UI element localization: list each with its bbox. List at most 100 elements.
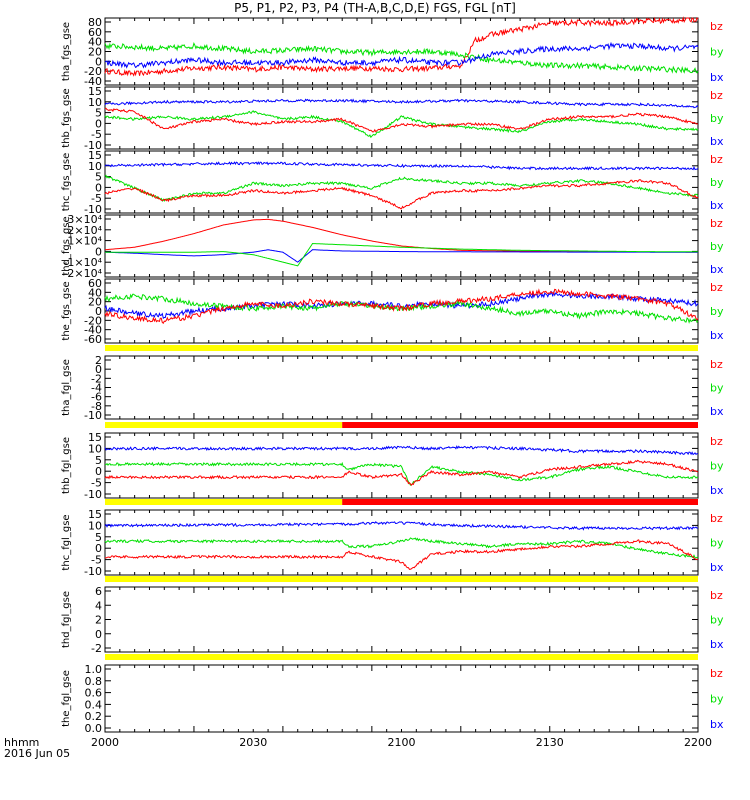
y-tick-label-4-0: 3×10⁴: [67, 213, 102, 226]
y-tick-label-2-0: 15: [88, 85, 102, 98]
y-tick-label-8-0: 15: [88, 508, 102, 521]
y-tick-label-8-4: -5: [91, 554, 102, 567]
y-axis-label-8: thc_fgl_gse: [61, 514, 72, 570]
y-tick-label-1-6: -40: [84, 75, 102, 88]
flag-bar-8-2: [342, 499, 698, 505]
y-tick-label-8-3: 0: [95, 542, 102, 555]
flag-bar-9-1: [105, 576, 698, 582]
y-tick-label-5-0: 60: [88, 277, 102, 290]
series-bx-2-0: [104, 98, 699, 109]
y-tick-label-1-4: 0: [95, 55, 102, 68]
y-tick-label-5-4: -20: [84, 314, 102, 327]
legend-bz-10: bz: [710, 667, 723, 680]
legend-bz-9: bz: [710, 589, 723, 602]
y-tick-label-10-0: 1.0: [85, 663, 103, 676]
y-tick-label-9-0: 6: [95, 585, 102, 598]
y-tick-label-5-6: -60: [84, 333, 102, 346]
y-tick-label-4-2: 1×10⁴: [67, 235, 102, 248]
series-bx-3-0: [104, 161, 699, 171]
y-tick-label-9-3: 0: [95, 628, 102, 641]
legend-bx-10: bx: [710, 718, 724, 731]
series-bz-5-2: [104, 288, 699, 324]
y-tick-label-7-4: -5: [91, 477, 102, 490]
legend-bx-2: bx: [710, 135, 724, 148]
series-bx-7-0: [104, 445, 699, 456]
y-tick-label-3-3: 0: [95, 181, 102, 194]
y-tick-label-10-5: 0.0: [85, 722, 103, 735]
panel-frame-6: [104, 355, 699, 420]
panel-frame-5: [104, 278, 699, 344]
series-bz-1-3: [460, 16, 699, 67]
legend-by-9: by: [710, 614, 724, 627]
legend-bz-8: bz: [710, 512, 723, 525]
y-tick-label-3-2: 5: [95, 171, 102, 184]
series-by-7-1: [104, 461, 699, 486]
series-bx-1-2: [104, 55, 462, 69]
legend-bx-7: bx: [710, 484, 724, 497]
y-tick-label-8-5: -10: [84, 565, 102, 578]
legend-by-6: by: [710, 382, 724, 395]
series-by-3-1: [104, 174, 699, 203]
series-bz-8-2: [104, 539, 699, 570]
y-tick-label-1-0: 80: [88, 16, 102, 29]
series-by-1-4: [460, 52, 699, 74]
y-tick-label-2-4: -5: [91, 128, 102, 141]
x-axis-label-date: 2016 Jun 05: [4, 747, 71, 760]
y-tick-label-4-5: -2×10⁴: [63, 267, 102, 280]
legend-bz-6: bz: [710, 358, 723, 371]
panel-frame-3: [104, 150, 699, 214]
y-tick-label-2-5: -10: [84, 139, 102, 152]
y-tick-label-8-1: 10: [88, 519, 102, 532]
legend-bx-1: bx: [710, 71, 724, 84]
legend-by-7: by: [710, 460, 724, 473]
panel-frame-10: [104, 664, 699, 733]
y-tick-label-1-5: -20: [84, 65, 102, 78]
legend-bz-3: bz: [710, 153, 723, 166]
y-tick-label-1-2: 40: [88, 36, 102, 49]
legend-by-5: by: [710, 305, 724, 318]
y-tick-label-9-2: 2: [95, 614, 102, 627]
y-tick-label-4-4: -1×10⁴: [63, 256, 102, 269]
y-axis-label-10: the_fgl_gse: [61, 670, 72, 727]
y-tick-label-3-0: 15: [88, 149, 102, 162]
y-tick-label-4-1: 2×10⁴: [67, 224, 102, 237]
x-axis-label-hhmm: hhmm: [4, 736, 40, 749]
series-by-1-1: [104, 42, 462, 58]
series-by-2-1: [104, 110, 699, 139]
y-axis-label-9: thd_fgl_gse: [61, 591, 72, 648]
legend-bz-7: bz: [710, 435, 723, 448]
series-bz-7-2: [104, 459, 699, 487]
y-axis-label-1: tha_fgs_gse: [61, 22, 72, 81]
x-tick-label-4: 2200: [684, 736, 712, 749]
y-tick-label-10-4: 0.2: [85, 710, 103, 723]
series-by-4-2: [105, 242, 698, 267]
y-tick-label-3-5: -10: [84, 203, 102, 216]
legend-by-10: by: [710, 693, 724, 706]
series-bx-4-1: [105, 249, 698, 263]
series-by-8-1: [104, 537, 699, 559]
x-tick-label-3: 2130: [536, 736, 564, 749]
y-tick-label-6-6: -10: [84, 409, 102, 422]
flag-bar-6-1: [105, 345, 698, 351]
chart-title: P5, P1, P2, P3, P4 (TH-A,B,C,D,E) FGS, F…: [234, 1, 516, 15]
y-tick-label-10-1: 0.8: [85, 675, 103, 688]
y-axis-label-2: thb_fgs_gse: [61, 88, 72, 147]
x-tick-label-1: 2030: [239, 736, 267, 749]
y-tick-label-5-1: 40: [88, 286, 102, 299]
x-tick-label-2: 2100: [388, 736, 416, 749]
y-tick-label-7-3: 0: [95, 465, 102, 478]
y-tick-label-7-1: 10: [88, 442, 102, 455]
y-tick-label-5-2: 20: [88, 296, 102, 309]
y-tick-label-8-2: 5: [95, 531, 102, 544]
panel-frame-7: [104, 432, 699, 499]
y-axis-label-5: the_fgs_gse: [61, 281, 72, 340]
y-tick-label-9-1: 4: [95, 599, 102, 612]
legend-by-1: by: [710, 46, 724, 59]
y-tick-label-1-1: 60: [88, 26, 102, 39]
panel-frame-1: [104, 17, 699, 86]
legend-bz-2: bz: [710, 89, 723, 102]
y-tick-label-3-4: -5: [91, 192, 102, 205]
y-tick-label-6-5: -8: [91, 400, 102, 413]
legend-bx-5: bx: [710, 329, 724, 342]
y-tick-label-2-3: 0: [95, 117, 102, 130]
